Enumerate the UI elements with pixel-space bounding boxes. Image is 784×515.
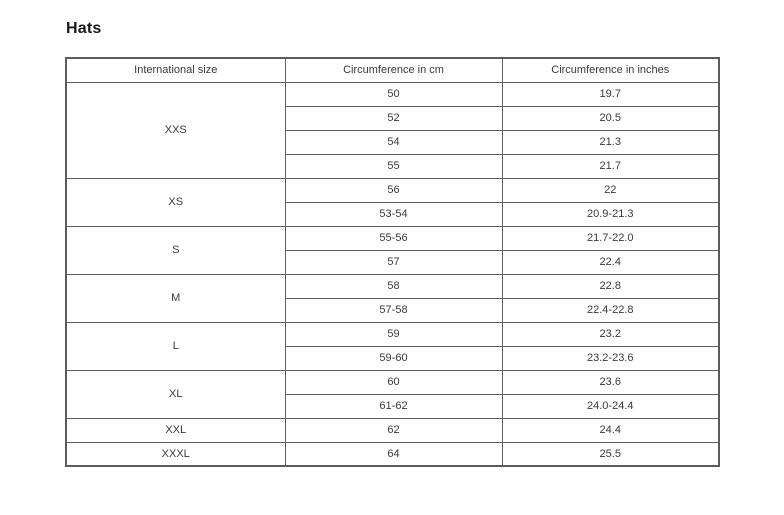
inches-cell: 19.7 [501,81,720,107]
inches-cell: 21.7 [501,153,720,179]
cm-cell: 50 [284,81,503,107]
table-row: 57-58 22.4-22.8 [66,297,720,323]
table-row: 61-62 24.0-24.4 [66,393,720,419]
hats-size-table: International size Circumference in cm C… [65,57,720,467]
inches-cell: 23.2-23.6 [501,345,720,371]
inches-cell: 24.4 [501,417,720,443]
table-row: L 59 23.2 [65,321,720,371]
cm-cell: 61-62 [284,393,503,419]
inches-cell: 21.7-22.0 [501,225,720,251]
table-row: M 58 22.8 [65,273,720,323]
size-cell-xl: XL [65,369,286,419]
table-row: 59-60 23.2-23.6 [66,345,720,371]
inches-cell: 23.6 [501,369,720,395]
inches-cell: 23.2 [501,321,720,347]
cm-cell: 56 [284,177,503,203]
table-header-row: International size Circumference in cm C… [65,57,720,83]
column-header-circumference-cm: Circumference in cm [284,57,503,83]
cm-cell: 55 [284,153,503,179]
cm-cell: 55-56 [284,225,503,251]
table-row: 52 20.5 [66,105,720,131]
table-row: XXXL 64 25.5 [65,441,720,467]
size-cell-xxs: XXS [65,81,286,179]
cm-cell: 60 [284,369,503,395]
column-header-international-size: International size [65,57,286,83]
cm-cell: 53-54 [284,201,503,227]
size-cell-xxxl: XXXL [65,441,286,467]
table-body: XXS 50 19.7 52 20.5 54 21.3 55 21.7 XS 56 22 53-54 20… [65,81,720,467]
cm-cell: 58 [284,273,503,299]
cm-cell: 57 [284,249,503,275]
size-cell-xs: XS [65,177,286,227]
cm-cell: 64 [284,441,503,467]
cm-cell: 59-60 [284,345,503,371]
page-title: Hats [66,20,102,37]
table-row: XXS 50 19.7 [65,81,720,179]
size-cell-m: M [65,273,286,323]
table-row: 55 21.7 [66,153,720,179]
table-row: S 55-56 21.7-22.0 [65,225,720,275]
size-cell-s: S [65,225,286,275]
table-row: 57 22.4 [66,249,720,275]
cm-cell: 52 [284,105,503,131]
inches-cell: 21.3 [501,129,720,155]
column-header-circumference-inches: Circumference in inches [501,57,720,83]
inches-cell: 25.5 [501,441,720,467]
size-cell-xxl: XXL [65,417,286,443]
table-row: XS 56 22 [65,177,720,227]
inches-cell: 22.4 [501,249,720,275]
table-row: XXL 62 24.4 [65,417,720,443]
cm-cell: 57-58 [284,297,503,323]
table-row: 53-54 20.9-21.3 [66,201,720,227]
size-cell-l: L [65,321,286,371]
inches-cell: 24.0-24.4 [501,393,720,419]
cm-cell: 54 [284,129,503,155]
inches-cell: 20.5 [501,105,720,131]
cm-cell: 59 [284,321,503,347]
cm-cell: 62 [284,417,503,443]
inches-cell: 22 [501,177,720,203]
table-row: XL 60 23.6 [65,369,720,419]
inches-cell: 20.9-21.3 [501,201,720,227]
inches-cell: 22.4-22.8 [501,297,720,323]
inches-cell: 22.8 [501,273,720,299]
